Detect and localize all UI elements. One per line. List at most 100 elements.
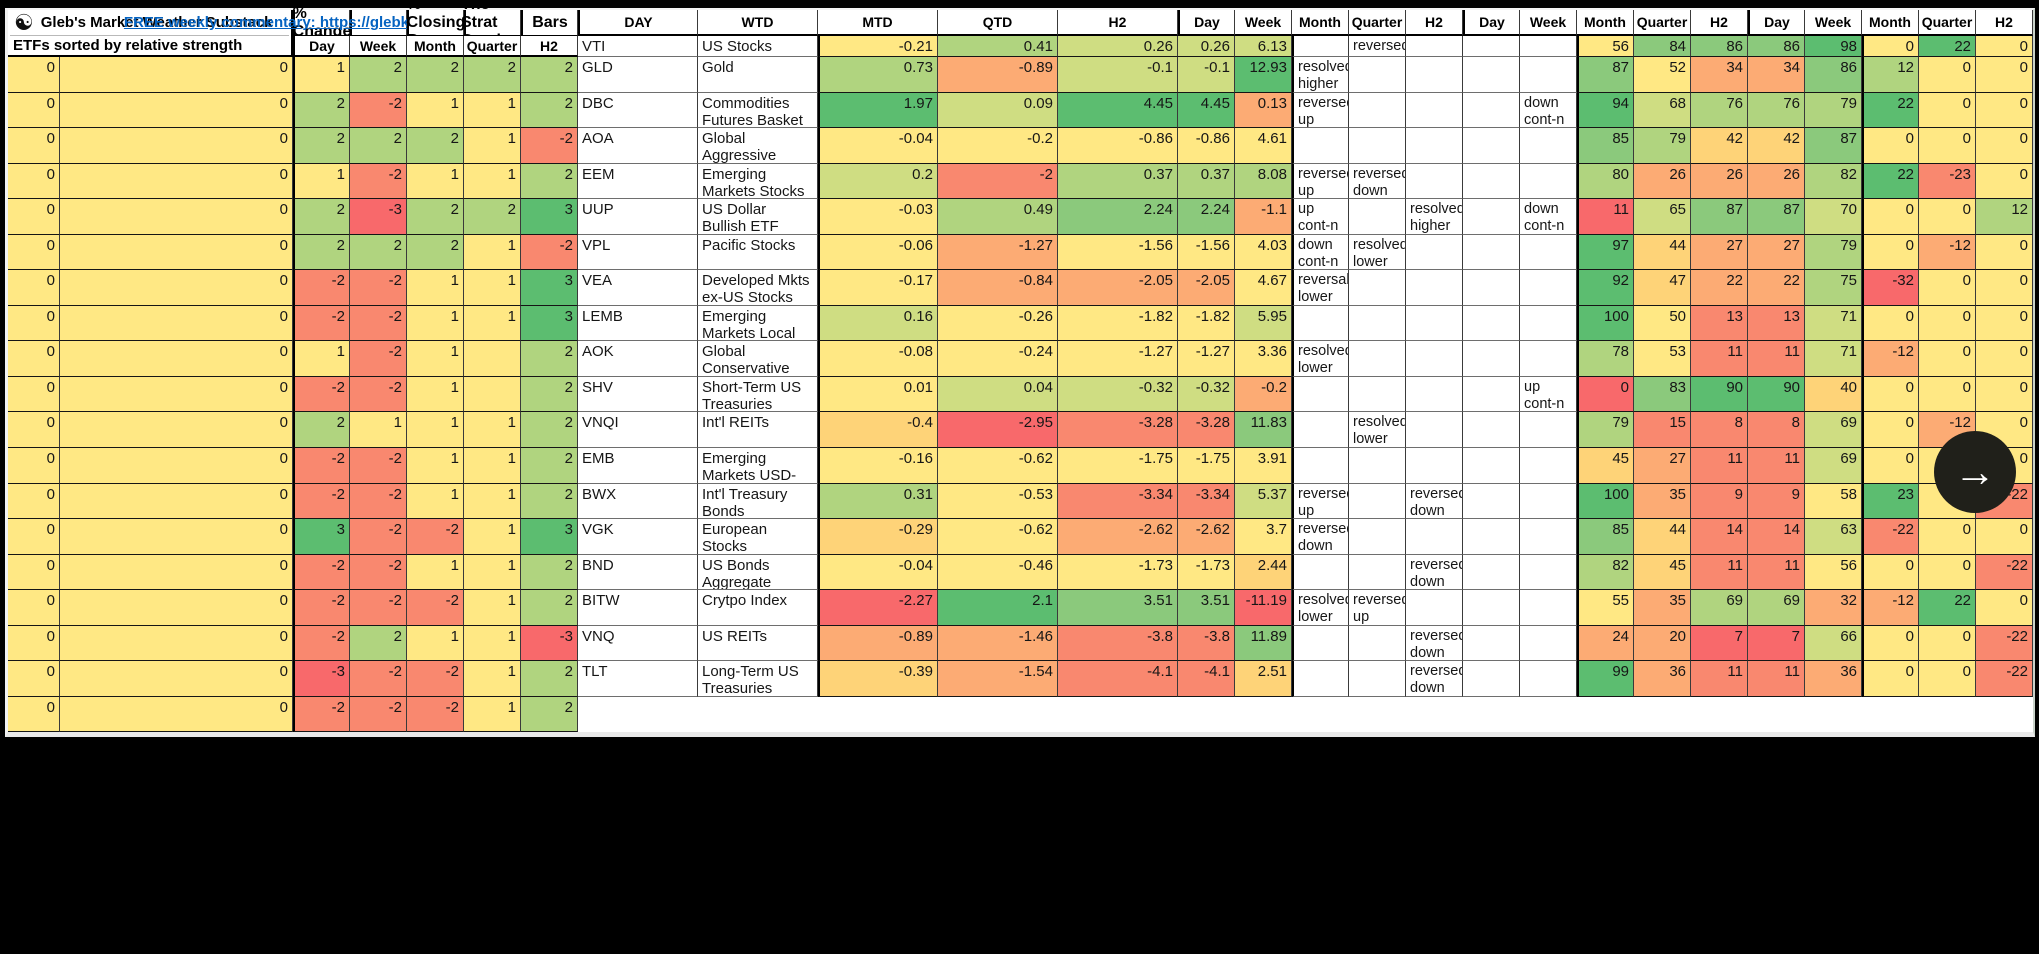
pct-change-cell: -1.75	[1178, 448, 1235, 484]
strat-combo-cell: 0	[1862, 625, 1919, 662]
bars-cell: 2	[521, 590, 578, 626]
closing-range-cell: 78	[1577, 341, 1634, 377]
column-header-month: Month	[1292, 10, 1349, 36]
pct-change-cell: 0.26	[1058, 36, 1178, 57]
bars-cell: 2	[350, 57, 407, 93]
group-header-strat-combos: The Strat Combos	[461, 0, 525, 49]
commentary-cell	[1406, 412, 1463, 449]
commentary-cell	[1520, 412, 1577, 449]
ticker-cell: EEM	[578, 163, 698, 200]
commentary-cell: resolved higher	[1406, 199, 1463, 235]
column-header-quarter: Quarter	[1634, 10, 1691, 36]
ticker-cell: DBC	[578, 92, 698, 129]
strat-combo-cell: 22	[1919, 36, 1976, 57]
strat-combo-cell: 0	[1862, 199, 1919, 235]
pct-change-cell: -0.03	[818, 199, 938, 235]
bars-cell: 2	[407, 199, 464, 235]
closing-range-cell: 26	[1634, 163, 1691, 200]
closing-range-cell: 90	[1691, 376, 1748, 413]
pct-change-cell: -1.27	[1178, 341, 1235, 377]
closing-range-cell: 58	[1805, 483, 1862, 520]
etf-strength-table: ☯ Gleb's Market Weather Substack ETFs so…	[5, 0, 2035, 738]
strat-combo-cell: 0	[1862, 305, 1919, 342]
bars-cell: -2	[407, 519, 464, 555]
pct-change-cell: -0.86	[1178, 128, 1235, 164]
commentary-cell	[1463, 92, 1520, 129]
commentary-cell	[1463, 163, 1520, 200]
closing-range-cell: 100	[1577, 305, 1634, 342]
closing-range-cell: 13	[1748, 305, 1805, 342]
bars-cell: -2	[293, 554, 350, 591]
commentary-cell	[1406, 448, 1463, 484]
name-cell: Developed Mkts ex-US Stocks	[698, 270, 818, 306]
bars-cell: 3	[521, 199, 578, 235]
commentary-cell: down cont-n failure❕	[1520, 199, 1577, 235]
bars-cell: 1	[464, 128, 521, 164]
closing-range-cell: 79	[1805, 234, 1862, 271]
closing-range-cell: 35	[1634, 483, 1691, 520]
name-cell: Short-Term US Treasuries	[698, 376, 818, 413]
closing-range-cell: 7	[1748, 625, 1805, 662]
strat-combo-cell: 22	[1919, 590, 1976, 626]
name-cell: Emerging Markets Local Currency Bonds	[698, 305, 818, 342]
strat-combo-cell: 0	[8, 696, 60, 733]
pct-change-cell: 3.51	[1058, 590, 1178, 626]
commentary-cell: resolved higher	[1292, 57, 1349, 93]
closing-range-cell: 42	[1748, 128, 1805, 164]
bars-cell: 1	[407, 554, 464, 591]
pct-change-cell: 4.61	[1235, 128, 1292, 164]
commentary-cell	[1292, 376, 1349, 413]
bars-cell: 1	[293, 163, 350, 200]
bars-cell: 2	[521, 661, 578, 697]
bars-cell: 1	[464, 519, 521, 555]
bars-cell: -2	[293, 270, 350, 306]
pct-change-cell: -0.04	[818, 128, 938, 164]
commentary-cell	[1463, 625, 1520, 662]
pct-change-cell: -11.19	[1235, 590, 1292, 626]
next-page-arrow-button[interactable]: →	[1934, 431, 2016, 513]
commentary-cell: resolved lower	[1349, 412, 1406, 449]
strat-combo-cell: 0	[8, 92, 60, 129]
column-header-week: Week	[1805, 10, 1862, 36]
closing-range-cell: 97	[1577, 234, 1634, 271]
bars-cell: -2	[293, 696, 350, 733]
commentary-cell	[1406, 519, 1463, 555]
bars-cell: 2	[521, 554, 578, 591]
closing-range-cell: 11	[1691, 661, 1748, 697]
strat-combo-cell: 0	[60, 661, 293, 697]
bars-cell: 1	[350, 412, 407, 449]
closing-range-cell: 11	[1691, 341, 1748, 377]
bars-cell: 1	[464, 305, 521, 342]
bars-cell: -2	[350, 163, 407, 200]
bars-cell: 1	[464, 234, 521, 271]
bars-cell: 1	[464, 554, 521, 591]
column-header-week: Week	[350, 36, 407, 57]
pct-change-cell: -0.16	[818, 448, 938, 484]
bars-cell: 2	[464, 57, 521, 93]
column-header-mtd: MTD	[818, 10, 938, 36]
closing-range-cell: 47	[1634, 270, 1691, 306]
closing-range-cell: 20	[1634, 625, 1691, 662]
commentary-cell	[1520, 305, 1577, 342]
pct-change-cell: -0.1	[1178, 57, 1235, 93]
commentary-cell	[1520, 590, 1577, 626]
closing-range-cell: 56	[1577, 36, 1634, 57]
pct-change-cell: -1.27	[938, 234, 1058, 271]
commentary-cell	[1520, 234, 1577, 271]
commentary-cell	[1406, 376, 1463, 413]
strat-combo-cell: 0	[8, 234, 60, 271]
right-arrow-icon: →	[1954, 448, 1996, 495]
closing-range-cell: 44	[1634, 519, 1691, 555]
commentary-cell	[1406, 270, 1463, 306]
closing-range-cell: 40	[1805, 376, 1862, 413]
strat-combo-cell: -32	[1862, 270, 1919, 306]
bars-cell: -2	[350, 305, 407, 342]
closing-range-cell: 90	[1748, 376, 1805, 413]
bars-cell: 2	[521, 341, 578, 377]
ticker-cell: BITW	[578, 590, 698, 626]
column-header-h2: H2	[521, 36, 578, 57]
bars-cell: 2	[293, 128, 350, 164]
pct-change-cell: 2.44	[1235, 554, 1292, 591]
commentary-cell	[1463, 448, 1520, 484]
